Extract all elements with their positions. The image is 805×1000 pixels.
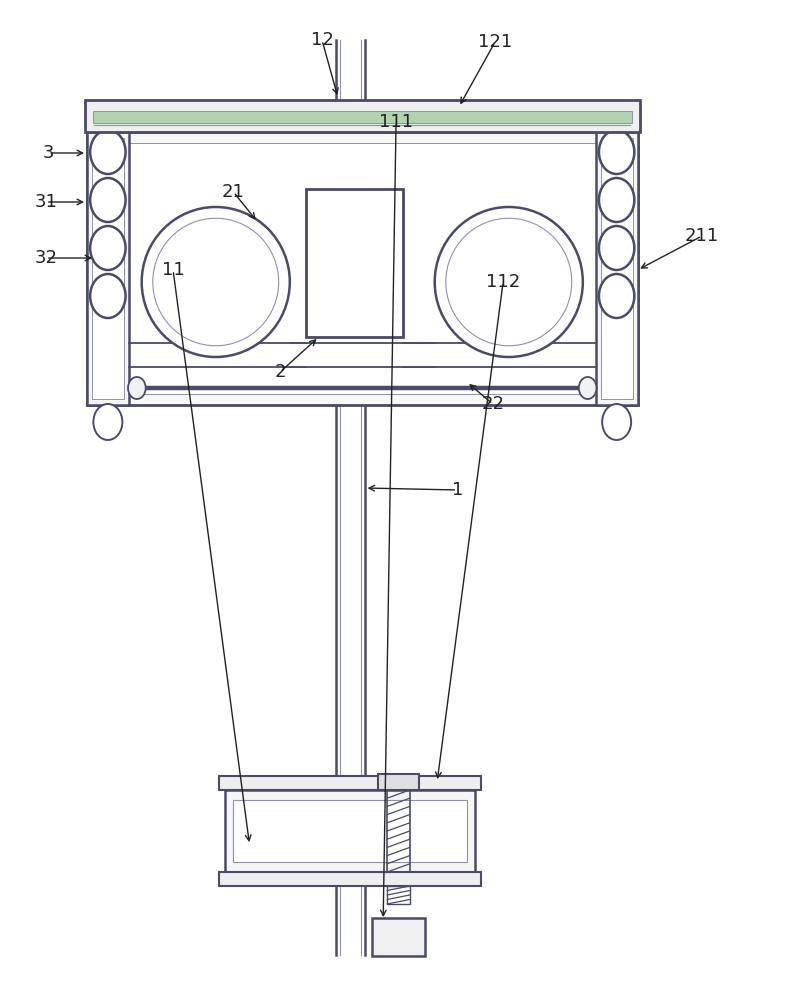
Bar [387,886,410,904]
Circle shape [599,274,634,318]
Bar [87,132,638,405]
Bar [601,138,633,399]
Circle shape [90,130,126,174]
Text: 22: 22 [481,395,504,413]
Circle shape [579,377,597,399]
Text: 121: 121 [478,33,512,51]
Ellipse shape [153,218,279,346]
Bar [373,918,425,956]
Text: 111: 111 [379,113,413,131]
Bar [233,800,467,862]
Bar [87,132,129,405]
Bar [378,774,419,790]
Bar [219,872,481,886]
Circle shape [599,178,634,222]
Text: 32: 32 [35,249,57,267]
Bar [387,790,410,872]
Text: 211: 211 [685,227,719,245]
Circle shape [599,226,634,270]
Circle shape [90,274,126,318]
Ellipse shape [142,207,290,357]
Text: 12: 12 [311,31,333,49]
Ellipse shape [435,207,583,357]
Circle shape [602,404,631,440]
Bar [596,132,638,405]
Text: 3: 3 [43,144,54,162]
Text: 21: 21 [222,183,245,201]
Bar [85,100,640,132]
Text: 11: 11 [162,261,184,279]
Ellipse shape [446,218,572,346]
Circle shape [90,178,126,222]
Circle shape [93,404,122,440]
Bar [93,111,632,123]
Text: 1: 1 [452,481,463,499]
Circle shape [128,377,146,399]
Text: 2: 2 [275,363,286,381]
Circle shape [90,226,126,270]
Circle shape [599,130,634,174]
Bar [219,776,481,790]
Text: 31: 31 [35,193,57,211]
Bar [92,138,124,399]
Bar [306,189,402,337]
Text: 112: 112 [486,273,520,291]
Bar [96,143,629,394]
Bar [225,790,475,872]
